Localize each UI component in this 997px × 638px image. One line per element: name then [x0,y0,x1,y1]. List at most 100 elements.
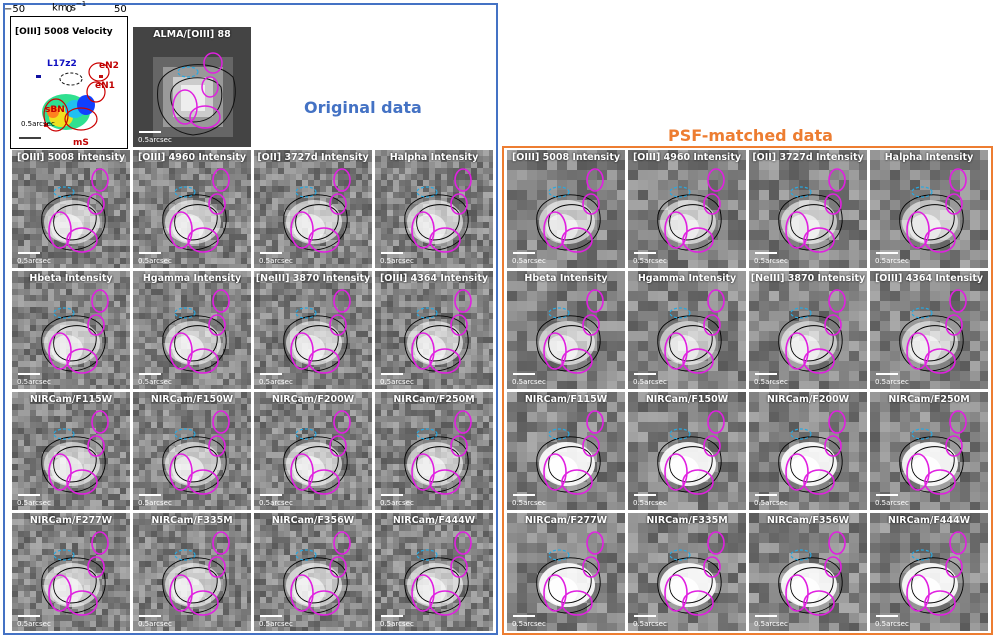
orig-panel: NIRCam/F335M 0.5arcsec [133,513,251,631]
scale-bar [260,615,282,617]
panel-title: [NeIII] 3870 Intensity [255,273,371,284]
scale-bar [876,252,898,254]
psf-matched-title: PSF-matched data [668,126,833,145]
panel-image [507,271,625,389]
panel-image [254,150,372,268]
scale-bar [139,373,161,375]
scale-text: 0.5arcsec [17,620,51,628]
scale-text: 0.5arcsec [512,378,546,386]
scale-bar [18,615,40,617]
scale-text: 0.5arcsec [875,499,909,507]
panel-title: Hbeta Intensity [524,273,608,284]
panel-image [133,271,251,389]
panel-title: NIRCam/F335M [646,515,728,526]
orig-panel: [OIII] 4960 Intensity 0.5arcsec [133,150,251,268]
panel-title: [OIII] 4960 Intensity [137,152,247,163]
panel-title: NIRCam/F150W [150,394,234,405]
psf-panel: [OIII] 4364 Intensity 0.5arcsec [870,271,988,389]
scale-bar [18,373,40,375]
colorbar-unit: km s−1 [52,0,87,14]
panel-image [375,150,493,268]
panel-image [507,150,625,268]
psf-panel: NIRCam/F444W 0.5arcsec [870,513,988,631]
scale-text: 0.5arcsec [754,378,788,386]
orig-panel: NIRCam/F356W 0.5arcsec [254,513,372,631]
panel-title: NIRCam/F277W [524,515,608,526]
scale-bar [260,373,282,375]
orig-panel: Hbeta Intensity 0.5arcsec [12,271,130,389]
orig-panel: [OIII] 5008 Intensity 0.5arcsec [12,150,130,268]
panel-image [133,513,251,631]
scale-bar [634,252,656,254]
orig-panel: NIRCam/F277W 0.5arcsec [12,513,130,631]
psf-panel: NIRCam/F250M 0.5arcsec [870,392,988,510]
panel-title: [OIII] 4364 Intensity [379,273,489,284]
panel-image [628,513,746,631]
panel-image [133,392,251,510]
panel-title: NIRCam/F444W [887,515,971,526]
panel-title: NIRCam/F115W [524,394,608,405]
scale-text: 0.5arcsec [380,499,414,507]
scale-bar [755,252,777,254]
panel-image [375,392,493,510]
scale-text: 0.5arcsec [138,499,172,507]
scale-bar [18,494,40,496]
psf-panel: NIRCam/F356W 0.5arcsec [749,513,867,631]
panel-title: [OIII] 5008 Intensity [16,152,126,163]
scale-text: 0.5arcsec [633,257,667,265]
orig-panel: Hgamma Intensity 0.5arcsec [133,271,251,389]
scale-bar [876,494,898,496]
orig-panel: [NeIII] 3870 Intensity 0.5arcsec [254,271,372,389]
scale-text: 0.5arcsec [259,257,293,265]
panel-title: Halpha Intensity [389,152,479,163]
scale-text: 0.5arcsec [512,620,546,628]
scale-text: 0.5arcsec [259,620,293,628]
scale-text: 0.5arcsec [138,620,172,628]
scale-text: 0.5arcsec [633,378,667,386]
panel-title: Hbeta Intensity [29,273,113,284]
scale-text: 0.5arcsec [259,499,293,507]
panel-image [507,513,625,631]
panel-image [870,150,988,268]
original-data-frame [3,3,498,635]
scale-text: 0.5arcsec [17,499,51,507]
panel-title: [OIII] 4364 Intensity [874,273,984,284]
panel-title: NIRCam/F115W [29,394,113,405]
scale-bar [381,373,403,375]
psf-panel: Hgamma Intensity 0.5arcsec [628,271,746,389]
alma-scale-text: 0.5arcsec [138,136,172,144]
scale-bar [513,494,535,496]
alma-image [153,52,236,137]
scale-text: 0.5arcsec [259,378,293,386]
scale-bar [755,373,777,375]
scale-bar [18,252,40,254]
alma-title: ALMA/[OIII] 88 [153,29,231,40]
panel-title: NIRCam/F335M [151,515,233,526]
panel-title: [OIII] 5008 Intensity [511,152,621,163]
velocity-scale-text: 0.5arcsec [21,120,55,128]
scale-text: 0.5arcsec [875,620,909,628]
scale-text: 0.5arcsec [380,257,414,265]
scale-bar [381,615,403,617]
velocity-map-panel: [OIII] 5008 Velocity L17z2 eN2 eN1 sBN m… [10,16,128,149]
scale-bar [381,252,403,254]
orig-panel: NIRCam/F200W 0.5arcsec [254,392,372,510]
orig-panel: [OII] 3727d Intensity 0.5arcsec [254,150,372,268]
panel-title: NIRCam/F200W [271,394,355,405]
scale-text: 0.5arcsec [17,378,51,386]
orig-panel: NIRCam/F115W 0.5arcsec [12,392,130,510]
original-data-title: Original data [304,98,422,117]
panel-image [749,513,867,631]
panel-image [12,392,130,510]
scale-text: 0.5arcsec [138,378,172,386]
orig-panel: [OIII] 4364 Intensity 0.5arcsec [375,271,493,389]
scale-bar [513,252,535,254]
scale-text: 0.5arcsec [754,257,788,265]
scale-text: 0.5arcsec [754,620,788,628]
panel-image [870,392,988,510]
panel-image [254,392,372,510]
panel-image [375,271,493,389]
label-ms: mS [73,138,89,148]
psf-panel: NIRCam/F277W 0.5arcsec [507,513,625,631]
scale-text: 0.5arcsec [17,257,51,265]
